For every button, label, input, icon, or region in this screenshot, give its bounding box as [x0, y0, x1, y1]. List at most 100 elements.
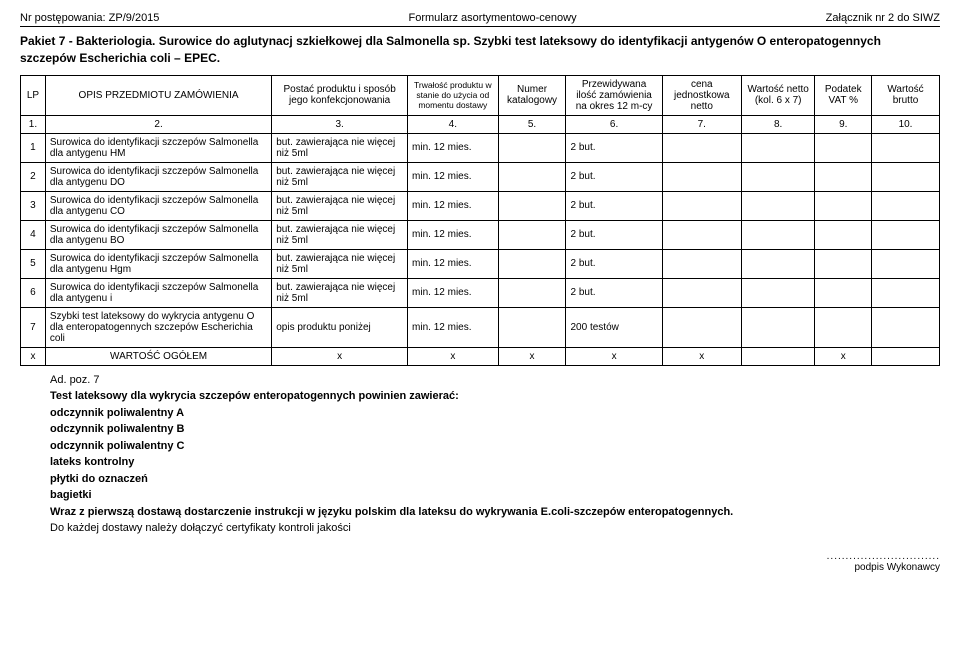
cell-vat [815, 191, 872, 220]
cell-x: x [662, 347, 741, 365]
footer-line: lateks kontrolny [20, 454, 940, 471]
cell-lp: 1 [21, 133, 46, 162]
table-header-row: LP OPIS PRZEDMIOTU ZAMÓWIENIA Postać pro… [21, 75, 940, 115]
numcell: 3. [272, 115, 408, 133]
cell-vat [815, 133, 872, 162]
cell-total-lp: x [21, 347, 46, 365]
numcell: 4. [408, 115, 499, 133]
col-przewidywana: Przewidywana ilość zamówienia na okres 1… [566, 75, 662, 115]
col-numer: Numer katalogowy [498, 75, 566, 115]
footer-line: odczynnik poliwalentny C [20, 438, 940, 455]
cell-cena [662, 133, 741, 162]
signature-label: podpis Wykonawcy [854, 562, 940, 573]
cell-przew: 2 but. [566, 162, 662, 191]
footer-notes: Ad. poz. 7 Test lateksowy dla wykrycia s… [20, 372, 940, 537]
cell-postac: but. zawierająca nie więcej niż 5ml [272, 249, 408, 278]
cell-brutto [872, 307, 940, 347]
footer-line: bagietki [20, 487, 940, 504]
col-lp: LP [21, 75, 46, 115]
document-title: Pakiet 7 - Bakteriologia. Surowice do ag… [20, 33, 940, 67]
header-center: Formularz asortymentowo-cenowy [408, 12, 576, 24]
cell-trwalosc: min. 12 mies. [408, 278, 499, 307]
cell-empty [741, 347, 815, 365]
cell-numer [498, 220, 566, 249]
cell-lp: 4 [21, 220, 46, 249]
signature-block: .............................. podpis Wy… [20, 551, 940, 573]
cell-netto [741, 191, 815, 220]
cell-postac: but. zawierająca nie więcej niż 5ml [272, 133, 408, 162]
col-wartosc-netto: Wartość netto (kol. 6 x 7) [741, 75, 815, 115]
cell-trwalosc: min. 12 mies. [408, 162, 499, 191]
footer-line: płytki do oznaczeń [20, 471, 940, 488]
cell-netto [741, 162, 815, 191]
numcell: 1. [21, 115, 46, 133]
cell-vat [815, 278, 872, 307]
cell-x: x [815, 347, 872, 365]
table-total-row: xWARTOŚĆ OGÓŁEMxxxxxx [21, 347, 940, 365]
cell-przew: 2 but. [566, 249, 662, 278]
cell-brutto [872, 191, 940, 220]
cell-brutto [872, 220, 940, 249]
cell-opis: Szybki test lateksowy do wykrycia antyge… [45, 307, 271, 347]
cell-trwalosc: min. 12 mies. [408, 220, 499, 249]
cell-numer [498, 162, 566, 191]
cell-przew: 2 but. [566, 133, 662, 162]
cell-netto [741, 278, 815, 307]
cell-netto [741, 220, 815, 249]
cell-x: x [498, 347, 566, 365]
cell-cena [662, 278, 741, 307]
cell-lp: 7 [21, 307, 46, 347]
cell-brutto [872, 133, 940, 162]
table-row: 2Surowica do identyfikacji szczepów Salm… [21, 162, 940, 191]
table-row: 3Surowica do identyfikacji szczepów Salm… [21, 191, 940, 220]
cell-postac: but. zawierająca nie więcej niż 5ml [272, 162, 408, 191]
numcell: 2. [45, 115, 271, 133]
cell-przew: 200 testów [566, 307, 662, 347]
cell-vat [815, 162, 872, 191]
footer-line: odczynnik poliwalentny B [20, 421, 940, 438]
cell-postac: but. zawierająca nie więcej niż 5ml [272, 191, 408, 220]
table-row: 1Surowica do identyfikacji szczepów Salm… [21, 133, 940, 162]
col-trwalosc: Trwałość produktu w stanie do użycia od … [408, 75, 499, 115]
cell-x: x [566, 347, 662, 365]
cell-cena [662, 307, 741, 347]
footer-line: Do każdej dostawy należy dołączyć certyf… [20, 520, 940, 537]
cell-x: x [408, 347, 499, 365]
cell-brutto [872, 249, 940, 278]
cell-opis: Surowica do identyfikacji szczepów Salmo… [45, 191, 271, 220]
col-wartosc-brutto: Wartość brutto [872, 75, 940, 115]
cell-numer [498, 249, 566, 278]
cell-opis: Surowica do identyfikacji szczepów Salmo… [45, 278, 271, 307]
table-row: 6Surowica do identyfikacji szczepów Salm… [21, 278, 940, 307]
numcell: 6. [566, 115, 662, 133]
col-cena: cena jednostkowa netto [662, 75, 741, 115]
cell-lp: 2 [21, 162, 46, 191]
cell-postac: but. zawierająca nie więcej niż 5ml [272, 278, 408, 307]
cell-przew: 2 but. [566, 191, 662, 220]
footer-line: Wraz z pierwszą dostawą dostarczenie ins… [20, 504, 940, 521]
col-opis: OPIS PRZEDMIOTU ZAMÓWIENIA [45, 75, 271, 115]
footer-line: Test lateksowy dla wykrycia szczepów ent… [20, 388, 940, 405]
numcell: 10. [872, 115, 940, 133]
cell-vat [815, 249, 872, 278]
cell-vat [815, 220, 872, 249]
cell-brutto [872, 278, 940, 307]
cell-brutto [872, 162, 940, 191]
cell-postac: but. zawierająca nie więcej niż 5ml [272, 220, 408, 249]
header-right: Załącznik nr 2 do SIWZ [826, 12, 940, 24]
table-row: 4Surowica do identyfikacji szczepów Salm… [21, 220, 940, 249]
cell-numer [498, 133, 566, 162]
table-row: 5Surowica do identyfikacji szczepów Salm… [21, 249, 940, 278]
cell-opis: Surowica do identyfikacji szczepów Salmo… [45, 133, 271, 162]
cell-total-label: WARTOŚĆ OGÓŁEM [45, 347, 271, 365]
numcell: 5. [498, 115, 566, 133]
cell-trwalosc: min. 12 mies. [408, 249, 499, 278]
cell-lp: 5 [21, 249, 46, 278]
numcell: 7. [662, 115, 741, 133]
col-podatek: Podatek VAT % [815, 75, 872, 115]
numcell: 8. [741, 115, 815, 133]
cell-trwalosc: min. 12 mies. [408, 191, 499, 220]
footer-line: odczynnik poliwalentny A [20, 405, 940, 422]
header-left: Nr postępowania: ZP/9/2015 [20, 12, 159, 24]
cell-empty [872, 347, 940, 365]
